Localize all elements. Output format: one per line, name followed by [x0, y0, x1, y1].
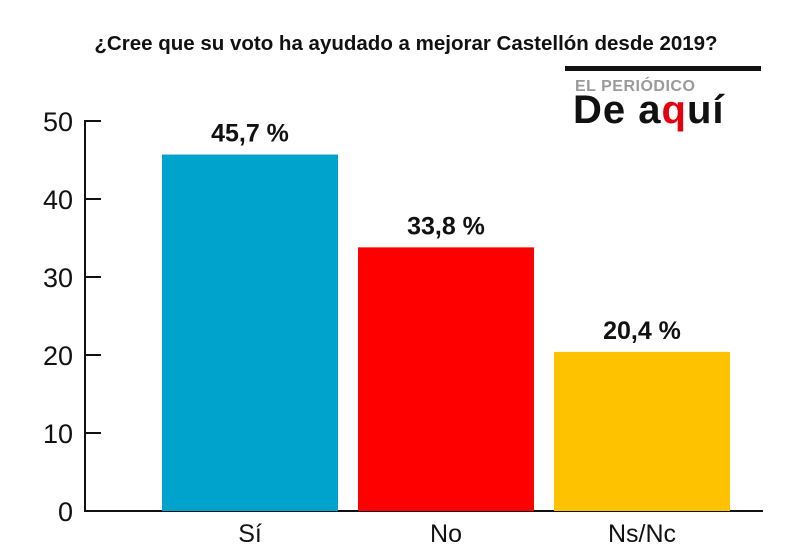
y-tick-label: 0 — [58, 497, 73, 527]
logo-part-a: De a — [573, 88, 662, 132]
logo-part-c: uí — [686, 88, 725, 132]
logo-line-2: De aquí — [573, 90, 724, 130]
y-tick-label: 40 — [43, 185, 73, 215]
y-tick-label: 30 — [43, 263, 73, 293]
x-category-label: Ns/Nc — [608, 520, 676, 548]
bar — [162, 154, 338, 512]
chart-title: ¿Cree que su voto ha ayudado a mejorar C… — [94, 32, 718, 55]
publisher-logo: EL PERIÓDICO De aquí — [565, 66, 765, 136]
y-tick-label: 10 — [43, 419, 73, 449]
bar-value-label: 20,4 % — [603, 317, 681, 345]
x-category-label: Sí — [238, 520, 262, 548]
bar-value-label: 45,7 % — [211, 120, 289, 148]
logo-rule — [565, 66, 761, 71]
y-tick-label: 50 — [43, 107, 73, 137]
logo-part-accent: q — [661, 88, 687, 132]
bar — [358, 247, 534, 512]
y-tick-label: 20 — [43, 341, 73, 371]
bar-value-label: 33,8 % — [407, 212, 485, 240]
bar — [554, 351, 730, 511]
x-category-label: No — [430, 520, 462, 548]
logo-line-1: EL PERIÓDICO — [575, 78, 696, 95]
